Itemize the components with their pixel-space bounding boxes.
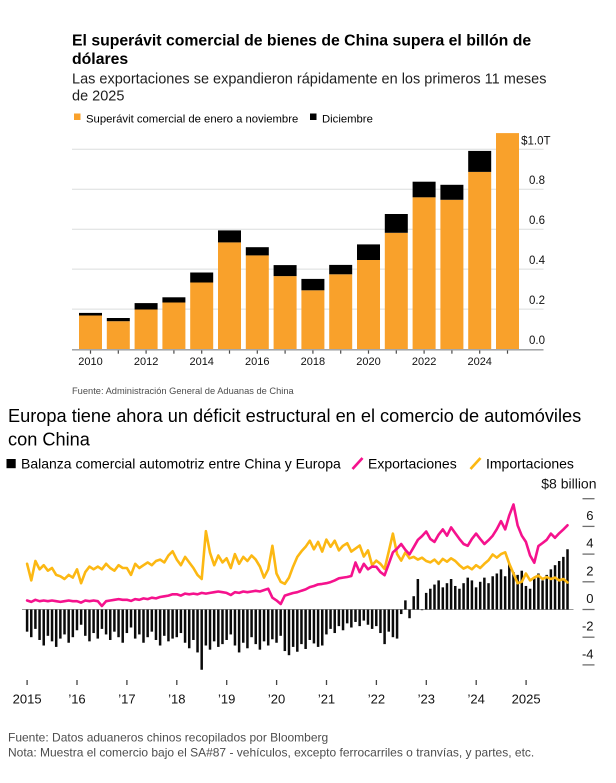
svg-text:Nota: Muestra el comercio bajo: Nota: Muestra el comercio bajo el SA#87 … <box>8 746 534 760</box>
svg-text:Exportaciones: Exportaciones <box>368 456 457 472</box>
svg-text:0.0: 0.0 <box>529 335 545 347</box>
svg-text:de 2025: de 2025 <box>72 88 124 104</box>
svg-text:2010: 2010 <box>78 356 102 368</box>
svg-text:’17: ’17 <box>118 692 135 707</box>
svg-text:’20: ’20 <box>268 692 285 707</box>
svg-text:2014: 2014 <box>189 356 213 368</box>
svg-text:’19: ’19 <box>218 692 235 707</box>
svg-text:’22: ’22 <box>368 692 385 707</box>
svg-text:0: 0 <box>586 591 593 606</box>
svg-text:’16: ’16 <box>68 692 85 707</box>
svg-text:0.2: 0.2 <box>529 295 545 307</box>
svg-text:2015: 2015 <box>13 692 42 707</box>
svg-text:0.8: 0.8 <box>529 175 545 187</box>
svg-text:$8 billion: $8 billion <box>541 476 596 492</box>
svg-text:2018: 2018 <box>301 356 325 368</box>
svg-text:El superávit comercial de bien: El superávit comercial de bienes de Chin… <box>72 33 531 50</box>
svg-text:4: 4 <box>586 536 593 551</box>
svg-text:-4: -4 <box>582 646 594 661</box>
svg-text:Fuente: Datos aduaneros chinos: Fuente: Datos aduaneros chinos recopilad… <box>8 731 328 745</box>
svg-text:-2: -2 <box>582 619 594 634</box>
svg-text:Balanza comercial automotriz e: Balanza comercial automotriz entre China… <box>21 456 341 472</box>
svg-text:2025: 2025 <box>512 692 541 707</box>
svg-text:2016: 2016 <box>245 356 269 368</box>
svg-text:’21: ’21 <box>318 692 335 707</box>
svg-text:’24: ’24 <box>468 692 485 707</box>
svg-text:Fuente: Administración General: Fuente: Administración General de Aduana… <box>72 386 295 396</box>
svg-text:Europa tiene ahora un déficit: Europa tiene ahora un déficit estructura… <box>8 406 581 426</box>
svg-text:Importaciones: Importaciones <box>486 456 574 472</box>
svg-text:6: 6 <box>586 508 593 523</box>
svg-text:con China: con China <box>8 430 91 450</box>
svg-text:Superávit comercial de enero a: Superávit comercial de enero a noviembre <box>86 114 298 126</box>
svg-text:’23: ’23 <box>418 692 435 707</box>
svg-text:2022: 2022 <box>412 356 436 368</box>
svg-text:0.4: 0.4 <box>529 255 546 267</box>
svg-text:2024: 2024 <box>467 356 491 368</box>
svg-text:$1.0T: $1.0T <box>521 135 550 147</box>
svg-text:Diciembre: Diciembre <box>322 114 373 126</box>
svg-text:2012: 2012 <box>134 356 158 368</box>
svg-text:2: 2 <box>586 563 593 578</box>
svg-text:dólares: dólares <box>72 51 128 68</box>
svg-text:’18: ’18 <box>168 692 185 707</box>
svg-text:0.6: 0.6 <box>529 215 545 227</box>
svg-text:2020: 2020 <box>356 356 380 368</box>
svg-text:Las exportaciones se expandier: Las exportaciones se expandieron rápidam… <box>72 72 546 88</box>
